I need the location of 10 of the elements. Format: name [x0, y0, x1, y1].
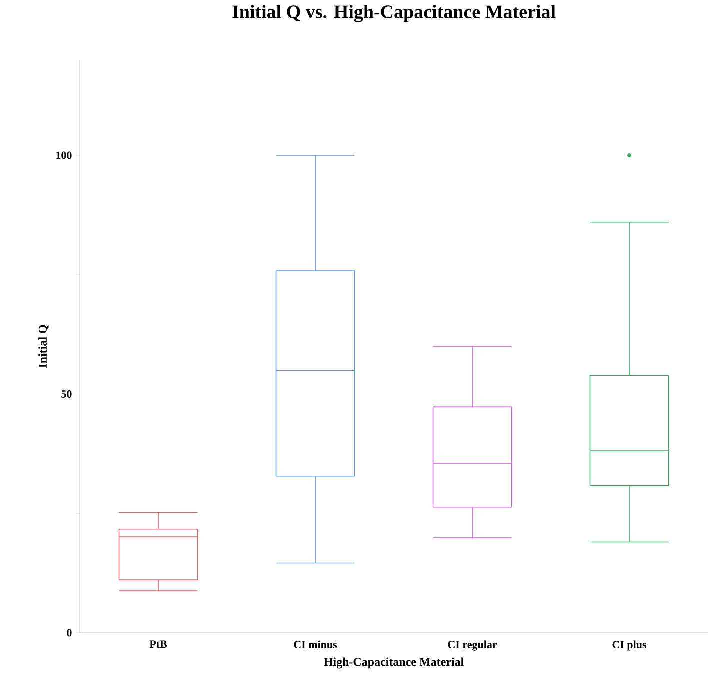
- x-tick-label: CI minus: [294, 640, 338, 649]
- x-tick-label: PtB: [150, 640, 168, 648]
- x-tick-label: CI plus: [612, 640, 646, 651]
- y-tick-label: 100: [56, 152, 72, 160]
- y-tick-label: 50: [62, 390, 72, 398]
- y-tick-label: 0: [67, 629, 72, 637]
- chart-title: Initial Q vs. High-Capacitance Material: [232, 5, 556, 22]
- y-axis-title: Initial Q: [38, 325, 49, 368]
- x-tick-label: CI regular: [448, 640, 498, 651]
- x-axis-title: High-Capacitance Material: [324, 658, 464, 669]
